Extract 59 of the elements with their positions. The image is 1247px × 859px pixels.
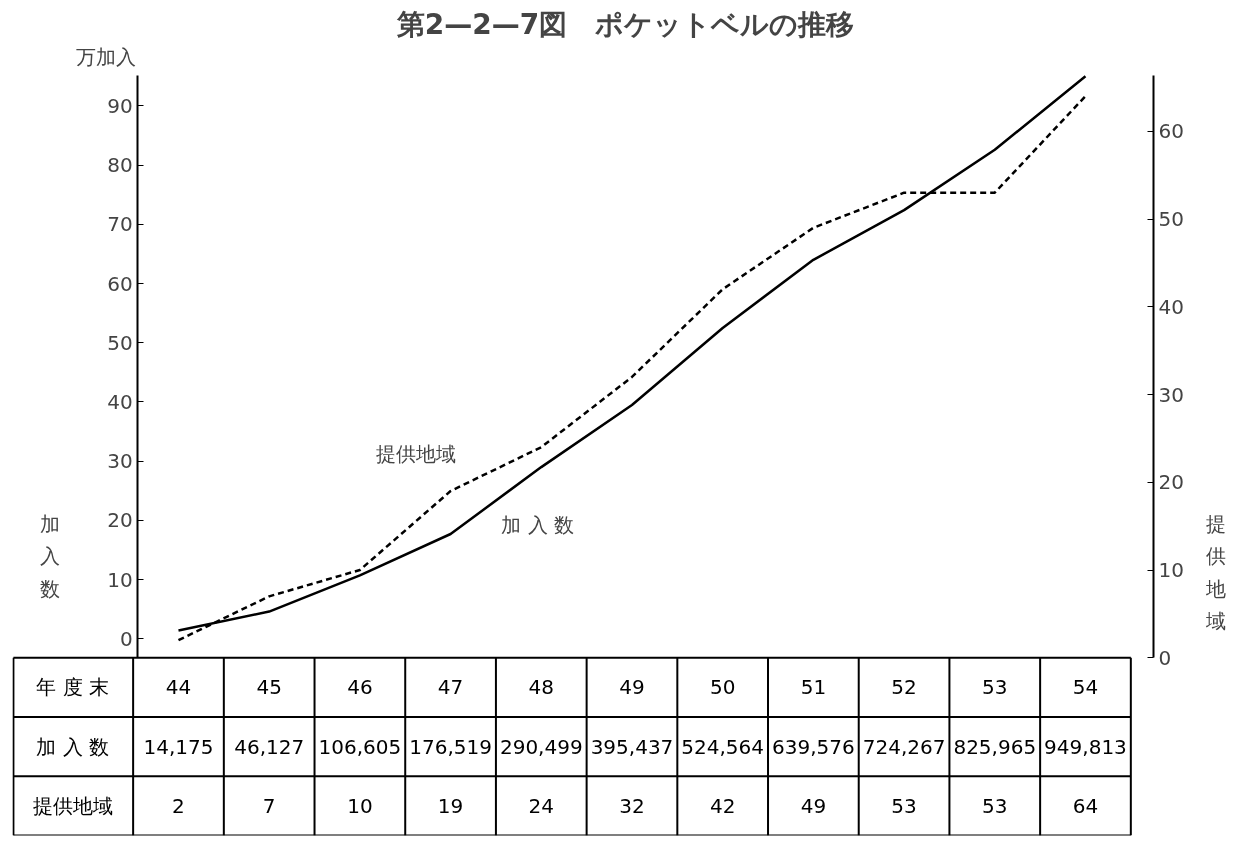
- y2-tick-label: 60: [1158, 119, 1184, 144]
- x-tick-label: 51: [800, 675, 827, 700]
- x-tick-label: 44: [165, 675, 192, 700]
- y-tick-label: 70: [107, 212, 133, 237]
- y-tick-label: 0: [119, 626, 133, 651]
- data-label: 64: [1072, 793, 1099, 818]
- y2-tick-label: 10: [1158, 558, 1184, 583]
- text: 46,127: [234, 734, 305, 759]
- data-label: 19: [437, 793, 464, 818]
- y2-tick-label: 20: [1158, 470, 1184, 495]
- x-tick-label: 53: [982, 675, 1008, 700]
- x-tick-label: 52: [891, 675, 917, 700]
- y2-tick-label: 30: [1158, 382, 1184, 407]
- text: 万加入: [75, 45, 136, 70]
- text: 14,175: [143, 734, 214, 759]
- x-tick-label: 48: [528, 675, 555, 700]
- x-tick-label: 45: [256, 675, 282, 700]
- y2-axis-title: 提供地域: [1204, 512, 1226, 634]
- y-tick-label: 10: [107, 567, 133, 592]
- text: 提供地域: [32, 793, 113, 818]
- series-label: 加 入 数: [501, 513, 574, 538]
- series-label: 提供地域: [375, 442, 456, 467]
- data-label: 32: [619, 793, 645, 818]
- text: 639,576: [772, 734, 855, 759]
- data-label: 7: [262, 793, 276, 818]
- data-label: 2: [172, 793, 185, 818]
- data-label: 24: [528, 793, 555, 818]
- y2-tick-label: 0: [1158, 645, 1172, 670]
- y2-tick-label: 50: [1158, 207, 1184, 232]
- text: 106,605: [318, 734, 402, 759]
- x-tick-label: 54: [1072, 675, 1099, 700]
- x-tick-label: 47: [437, 675, 464, 700]
- data-label: 53: [982, 793, 1008, 818]
- y-tick-label: 40: [107, 389, 133, 414]
- y-axis-title: 加入数: [39, 512, 60, 601]
- text: 724,267: [862, 734, 946, 759]
- text: 290,499: [499, 734, 583, 759]
- x-tick-label: 49: [619, 675, 645, 700]
- text: 395,437: [590, 734, 674, 759]
- y-tick-label: 50: [107, 330, 133, 355]
- data-label: 42: [709, 793, 736, 818]
- y2-tick-label: 40: [1158, 294, 1184, 319]
- x-tick-label: 50: [709, 675, 736, 700]
- y-tick-label: 60: [107, 271, 133, 296]
- data-label: 49: [800, 793, 827, 818]
- y-tick-label: 90: [107, 93, 133, 118]
- y-tick-label: 30: [107, 449, 133, 474]
- y-tick-label: 80: [107, 153, 133, 178]
- text: 825,965: [953, 734, 1037, 759]
- chart-title: 第2—2—7図 ポケットベルの推移: [395, 7, 855, 41]
- y-tick-label: 20: [107, 508, 133, 533]
- text: 524,564: [681, 734, 765, 759]
- text: 加 入 数: [36, 734, 110, 759]
- x-tick-label: 46: [347, 675, 373, 700]
- x-axis-title: 年 度 末: [36, 675, 110, 700]
- text: 949,813: [1044, 734, 1127, 759]
- data-label: 10: [347, 793, 373, 818]
- data-label: 53: [891, 793, 917, 818]
- text: 176,519: [409, 734, 492, 759]
